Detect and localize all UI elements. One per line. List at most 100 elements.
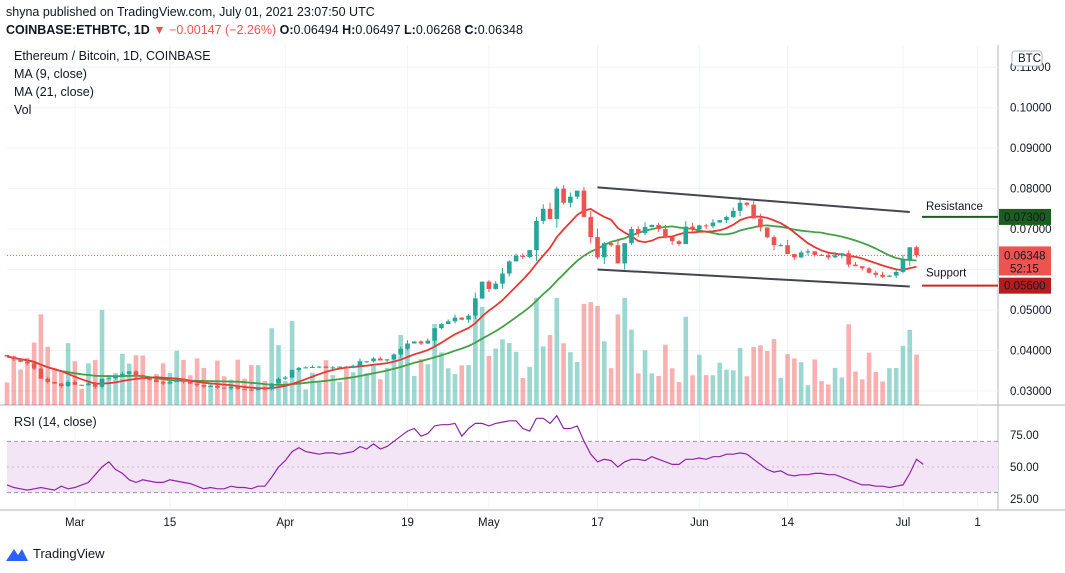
volume-bar: [568, 352, 573, 405]
volume-bar: [303, 389, 308, 405]
candle-body: [79, 384, 84, 386]
candle-body: [900, 259, 906, 272]
candle: [282, 376, 288, 380]
time-axis-label: 17: [591, 517, 604, 529]
tradingview-brand[interactable]: TradingView: [6, 546, 105, 561]
candle-body: [357, 361, 363, 366]
volume-bar: [622, 297, 627, 405]
candle-body: [72, 381, 78, 385]
candle: [52, 381, 57, 384]
candle-body: [547, 208, 553, 219]
time-axis-label: Apr: [276, 517, 294, 529]
volume-bar: [378, 379, 383, 405]
candle-body: [493, 283, 499, 289]
candle: [642, 222, 648, 236]
volume-bar: [221, 376, 227, 405]
candle-body: [730, 210, 736, 217]
candle: [72, 379, 78, 385]
volume-bar: [52, 368, 57, 405]
candle-body: [201, 385, 207, 387]
candle-body: [473, 298, 478, 316]
candle: [466, 313, 471, 323]
candle-body: [506, 261, 512, 274]
candle: [18, 357, 23, 363]
candle: [79, 384, 84, 387]
candle-body: [445, 321, 451, 325]
candle-body: [398, 348, 403, 355]
candle-body: [255, 388, 261, 391]
candle-body: [758, 218, 763, 228]
candle: [384, 359, 390, 362]
candle: [744, 202, 750, 207]
candle: [676, 239, 682, 246]
candle: [771, 235, 777, 251]
volume-bar: [337, 382, 342, 405]
volume-bar: [350, 372, 356, 405]
candle-body: [846, 253, 851, 265]
candle-body: [52, 381, 57, 384]
volume-bar: [642, 350, 648, 405]
candle: [805, 248, 811, 256]
candle-body: [228, 386, 234, 389]
candle: [371, 357, 376, 363]
candle: [208, 384, 213, 387]
candle: [846, 250, 851, 268]
candle: [215, 384, 220, 389]
volume-bar: [554, 297, 560, 405]
candle: [167, 380, 173, 385]
tradingview-logo-icon: [6, 548, 28, 561]
candle: [547, 202, 553, 219]
volume-bar: [38, 314, 44, 405]
volume-bar: [683, 316, 689, 405]
candle: [92, 381, 98, 389]
candle-body: [737, 202, 743, 211]
candle-body: [534, 220, 539, 251]
volume-bar: [486, 355, 492, 405]
candle: [520, 253, 526, 260]
volume-bar: [425, 364, 431, 405]
volume-bar: [826, 384, 831, 405]
candle: [730, 207, 736, 219]
candle-body: [887, 275, 892, 277]
candle-body: [642, 227, 648, 234]
candle-body: [710, 222, 716, 227]
candle-body: [242, 388, 247, 390]
candle-body: [432, 328, 437, 341]
candle-body: [479, 281, 485, 299]
candle-body: [65, 381, 71, 386]
high-value: 0.06497: [355, 23, 401, 37]
volume-bar: [758, 345, 763, 405]
price-chart[interactable]: 0.110000.100000.090000.080000.070000.060…: [0, 40, 1065, 543]
volume-bar: [602, 341, 607, 405]
candle-body: [805, 251, 811, 253]
candle: [513, 253, 519, 262]
ma21-line: [6, 224, 917, 386]
volume-bar: [405, 347, 410, 405]
candle-body: [425, 340, 431, 344]
candle: [737, 197, 743, 217]
volume-bar: [506, 343, 512, 405]
legend-ma21: MA (21, close): [14, 85, 94, 99]
candle: [635, 226, 641, 237]
ma9-line: [6, 208, 917, 390]
candle: [527, 250, 532, 259]
volume-bar: [289, 321, 295, 405]
candle: [126, 371, 132, 376]
candle-body: [669, 237, 675, 242]
candle-body: [235, 386, 241, 389]
candle: [276, 377, 281, 384]
candle-body: [337, 366, 342, 368]
candle-body: [568, 196, 573, 203]
candle: [45, 376, 51, 384]
volume-bar: [459, 365, 465, 405]
volume-bar: [282, 381, 288, 405]
candle: [473, 292, 478, 320]
candle-body: [167, 381, 173, 384]
candle-body: [330, 367, 336, 369]
candle-body: [4, 354, 10, 357]
volume-bar: [764, 350, 770, 405]
candle-body: [310, 366, 315, 368]
candle: [439, 323, 444, 330]
candle-body: [411, 341, 417, 344]
price-axis-label: 0.04000: [1010, 345, 1052, 357]
